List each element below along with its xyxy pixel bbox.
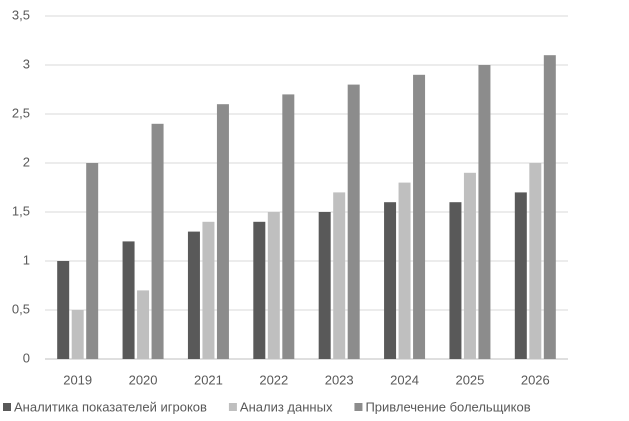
y-tick-label: 1,5 bbox=[12, 203, 30, 218]
bar bbox=[543, 55, 556, 359]
bar bbox=[202, 221, 215, 359]
bar bbox=[463, 172, 476, 359]
bar bbox=[253, 221, 266, 359]
x-tick-label: 2019 bbox=[63, 372, 92, 387]
x-tick-label: 2025 bbox=[455, 372, 484, 387]
legend-label: Аналитика показателей игроков bbox=[14, 399, 207, 414]
legend-label: Анализ данных bbox=[240, 399, 333, 414]
bar bbox=[122, 241, 135, 359]
x-tick-label: 2020 bbox=[129, 372, 158, 387]
y-tick-label: 3,5 bbox=[12, 7, 30, 22]
x-tick-label: 2022 bbox=[259, 372, 288, 387]
bar bbox=[216, 104, 229, 359]
y-tick-label: 1 bbox=[23, 252, 30, 267]
bar bbox=[318, 212, 331, 359]
x-tick-label: 2021 bbox=[194, 372, 223, 387]
y-tick-label: 3 bbox=[23, 56, 30, 71]
bar bbox=[398, 182, 411, 359]
x-tick-label: 2023 bbox=[325, 372, 354, 387]
bar bbox=[71, 310, 84, 359]
bar bbox=[478, 65, 491, 359]
y-tick-label: 0 bbox=[23, 350, 30, 365]
x-tick-label: 2024 bbox=[390, 372, 419, 387]
legend-swatch bbox=[3, 403, 11, 411]
bar bbox=[151, 123, 164, 359]
bar bbox=[267, 212, 280, 359]
y-tick-label: 2,5 bbox=[12, 105, 30, 120]
bar bbox=[137, 290, 150, 359]
bar bbox=[514, 192, 527, 359]
bar bbox=[384, 202, 397, 359]
bar bbox=[413, 74, 426, 360]
bar bbox=[86, 163, 99, 359]
bar bbox=[333, 192, 346, 359]
bar bbox=[347, 84, 360, 359]
bar bbox=[187, 231, 200, 359]
bar bbox=[529, 163, 542, 359]
legend-swatch bbox=[354, 403, 363, 411]
bar bbox=[282, 94, 295, 360]
y-tick-label: 2 bbox=[23, 154, 30, 169]
legend-swatch bbox=[228, 403, 237, 411]
bar bbox=[449, 202, 462, 359]
x-tick-label: 2026 bbox=[521, 372, 550, 387]
bar bbox=[57, 261, 70, 359]
y-tick-label: 0,5 bbox=[12, 301, 30, 316]
legend-label: Привлечение болельщиков bbox=[365, 399, 530, 414]
